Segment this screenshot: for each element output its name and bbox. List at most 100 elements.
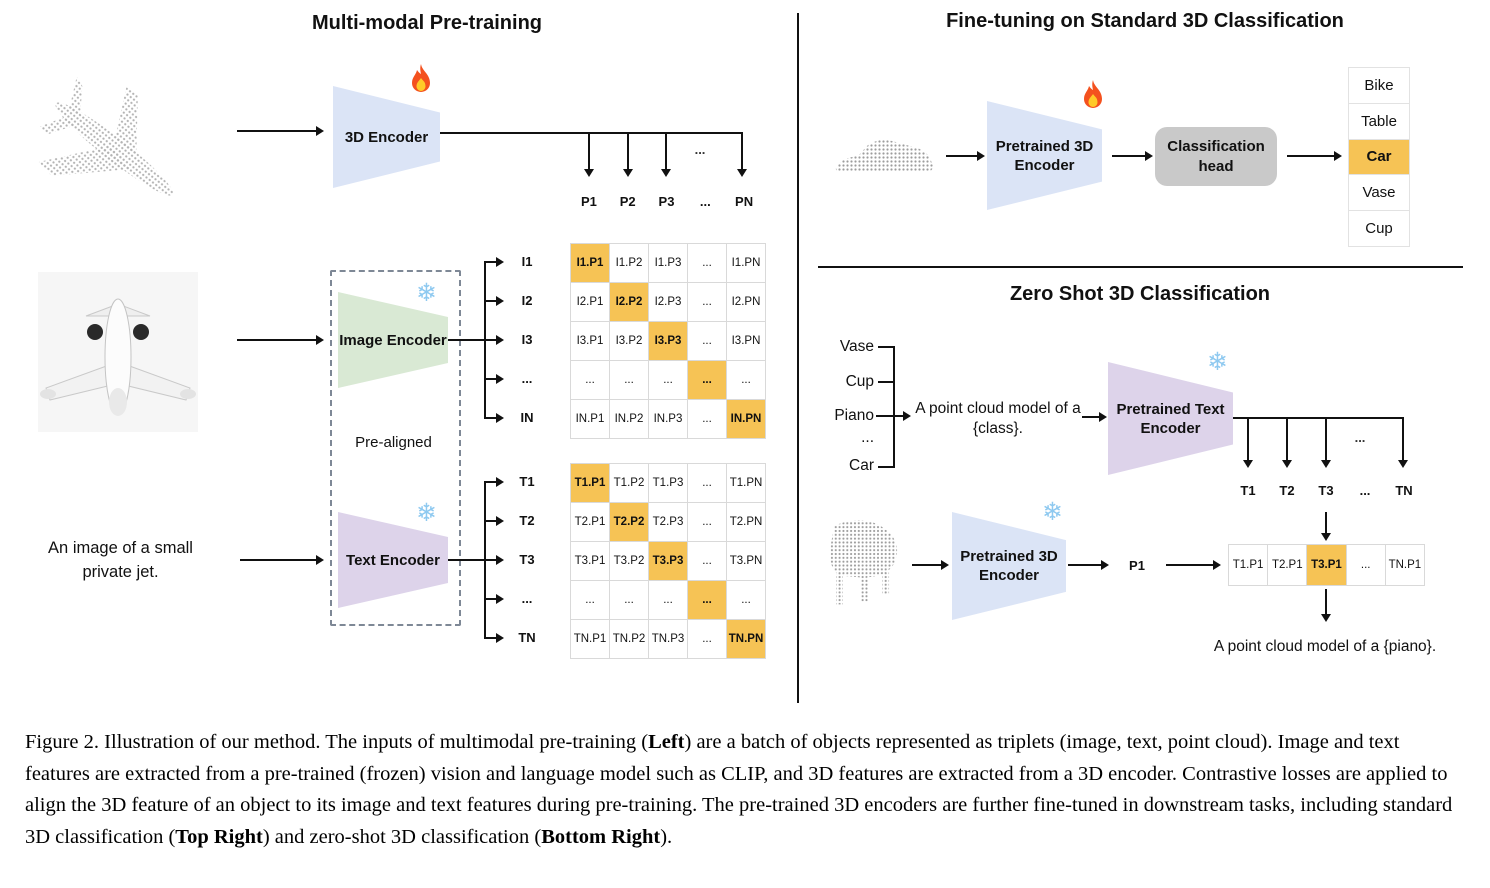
image-feature-label: I2 — [508, 281, 546, 320]
class-option: Vase — [1349, 175, 1409, 211]
image-matrix-cell-diagonal: IN.PN — [727, 400, 765, 438]
text-matrix-cell: T3.P2 — [610, 542, 648, 580]
text-matrix-cell: ... — [571, 581, 609, 619]
text-matrix-cell: TN.P2 — [610, 620, 648, 658]
pre-aligned-box — [330, 270, 461, 626]
caption-segment: Figure 2. Illustration of our method. Th… — [25, 731, 649, 753]
text-matrix-cell: ... — [688, 464, 726, 502]
zeroshot-prompt-template: A point cloud model of a {class}. — [915, 400, 1081, 437]
branch-arrow-p3 — [661, 132, 671, 177]
image-matrix-cell: ... — [688, 400, 726, 438]
p-feature-cell: P3 — [647, 183, 686, 220]
class-prediction-list: Bike Table Car Vase Cup — [1348, 67, 1410, 247]
branch-arrow-t1 — [1243, 417, 1253, 468]
image-matrix-cell: ... — [610, 361, 648, 399]
text-matrix-cell: ... — [610, 581, 648, 619]
arrow-head-to-classes — [1287, 151, 1342, 161]
image-matrix-cell-diagonal: ... — [688, 361, 726, 399]
zeroshot-result-text: A point cloud model of a {piano}. — [1213, 638, 1437, 655]
text-matrix-cell-diagonal: ... — [688, 581, 726, 619]
image-matrix-cell-diagonal: I2.P2 — [610, 283, 648, 321]
p-feature-cell: PN — [725, 183, 763, 220]
image-feature-label: IN — [508, 398, 546, 436]
text-feature-label: T1 — [508, 463, 546, 501]
text-matrix-cell: T2.PN — [727, 503, 765, 541]
image-matrix-cell: I1.PN — [727, 244, 765, 282]
similarity-cell: T3.P1 — [1307, 545, 1346, 585]
text-similarity-matrix: T1.P1 T1.P2 T1.P3... T1.PN T2.P1 T2.P2 T2.P3..… — [570, 463, 766, 659]
text-matrix-cell-diagonal: TN.PN — [727, 620, 765, 658]
arrow-image-to-image-encoder — [237, 335, 324, 345]
caption-segment: ) and zero-shot 3D classification ( — [262, 825, 542, 848]
image-matrix-cell: IN.P2 — [610, 400, 648, 438]
3d-encoder: 3D Encoder — [333, 86, 440, 188]
text-matrix-cell: T1.PN — [727, 464, 765, 502]
image-matrix-cell: IN.P3 — [649, 400, 687, 438]
image-matrix-cell: I1.P2 — [610, 244, 648, 282]
arrow-to-t3 — [484, 555, 504, 565]
image-matrix-cell: I2.P1 — [571, 283, 609, 321]
p-feature-cell: P1 — [570, 183, 608, 220]
text-feature-label: T2 — [508, 501, 546, 540]
image-matrix-cell: I3.PN — [727, 322, 765, 360]
similarity-cell: T2.P1 — [1268, 545, 1307, 585]
text-feature-labels: T1 T2 T3... TN — [508, 463, 546, 656]
branch-arrow-tn — [1398, 417, 1408, 468]
arrow-to-t2 — [484, 516, 504, 526]
car-point-cloud — [835, 140, 933, 172]
class-option: Cup — [1349, 211, 1409, 246]
image-matrix-cell: ... — [688, 322, 726, 360]
similarity-cell: TN.P1 — [1385, 545, 1424, 585]
arrow-to-in — [484, 413, 504, 423]
vertical-divider — [797, 13, 799, 703]
branch-arrow-p2 — [623, 132, 633, 177]
caption-bold-segment: Left — [648, 731, 685, 753]
text-matrix-cell: ... — [649, 581, 687, 619]
zeroshot-t-feature-row: T1 T2 T3... TN — [1229, 472, 1423, 508]
3d-encoder-label: 3D Encoder — [344, 128, 429, 146]
p-feature-row: P1 P2 P3... PN — [570, 183, 763, 220]
image-encoder-label: Image Encoder — [339, 331, 447, 349]
text-feature-label: ... — [508, 579, 546, 618]
classification-head: Classification head — [1155, 127, 1277, 186]
candidate-class-car: Car — [849, 457, 874, 474]
arrow-to-i3 — [484, 335, 504, 345]
text-matrix-cell: ... — [688, 620, 726, 658]
snowflake-icon: ❄ — [416, 499, 437, 527]
snowflake-icon: ❄ — [416, 279, 437, 307]
p-branch-ellipsis: ... — [694, 142, 706, 157]
caption-segment: ) are a batch of objects represented as … — [25, 731, 1453, 848]
image-matrix-cell: I2.P3 — [649, 283, 687, 321]
image-matrix-cell: ... — [688, 244, 726, 282]
finetune-encoder-label: Pretrained 3D Encoder — [995, 137, 1094, 174]
arrow-to-i1 — [484, 257, 504, 267]
class-option: Bike — [1349, 68, 1409, 103]
t-feature-cell: TN — [1385, 472, 1423, 508]
text-matrix-cell: T3.P1 — [571, 542, 609, 580]
arrow-piano-to-encoder — [912, 560, 949, 570]
p-feature-cell: ... — [686, 183, 725, 220]
text-matrix-cell: T2.P1 — [571, 503, 609, 541]
text-feature-label: T3 — [508, 540, 546, 579]
arrow-encoder-to-p1 — [1068, 560, 1109, 570]
zeroshot-panel-title: Zero Shot 3D Classification — [1009, 283, 1271, 305]
arrow-prompt-to-text-encoder — [1082, 412, 1107, 422]
image-matrix-cell: I3.P2 — [610, 322, 648, 360]
branch-arrow-pn — [737, 132, 747, 177]
text-encoder-label: Text Encoder — [346, 551, 440, 569]
arrow-similarity-to-result — [1321, 589, 1331, 622]
image-similarity-matrix: I1.P1 I1.P2 I1.P3... I1.PN I2.P1 I2.P2 I2.P3..… — [570, 243, 766, 439]
t-feature-cell: T3 — [1307, 472, 1345, 508]
finetune-panel-title: Fine-tuning on Standard 3D Classificatio… — [946, 10, 1344, 32]
text-matrix-cell: TN.P1 — [571, 620, 609, 658]
text-matrix-cell-diagonal: T1.P1 — [571, 464, 609, 502]
arrow-to-i-ellipsis — [484, 374, 504, 384]
finetune-pretrained-3d-encoder: Pretrained 3D Encoder — [987, 101, 1102, 210]
fire-icon — [1084, 80, 1102, 108]
fire-icon — [412, 64, 430, 92]
class-option: Car — [1349, 139, 1409, 175]
similarity-cell: ... — [1346, 545, 1385, 585]
text-matrix-cell-diagonal: T2.P2 — [610, 503, 648, 541]
text-matrix-cell: T2.P3 — [649, 503, 687, 541]
pre-aligned-label: Pre-aligned — [355, 434, 432, 451]
